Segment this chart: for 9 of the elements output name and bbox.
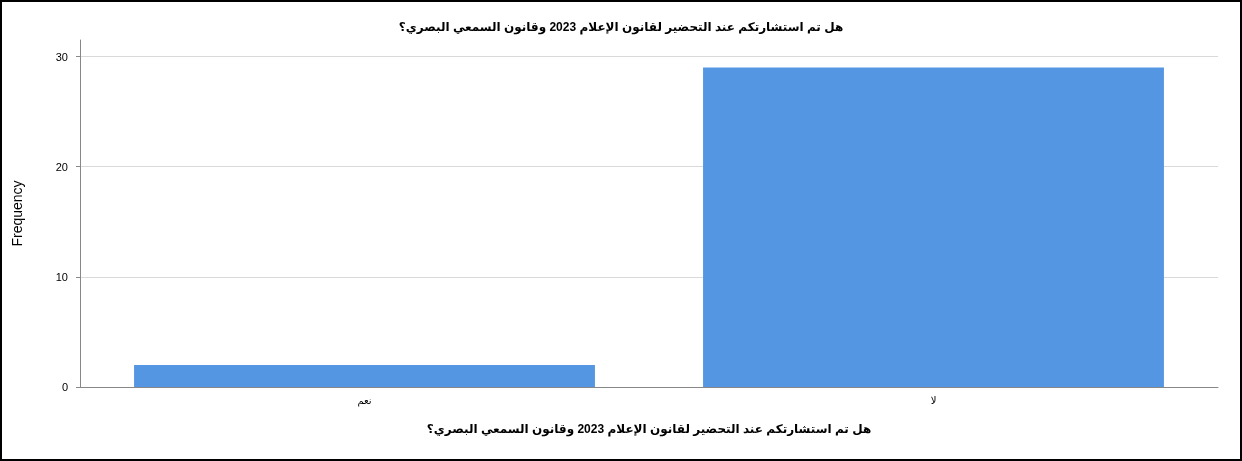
y-tick-label: 10 [55,270,68,283]
y-tick-label: 30 [55,50,68,63]
y-axis-title: Frequency [9,180,25,247]
chart-title: هل تم استشارتكم عند التحضير لقانون الإعلام 2023 وقانون السمعي البصري؟ [398,20,844,35]
y-tick-label: 0 [61,381,68,393]
x-tick-label: نعم [357,394,372,407]
x-axis-title: هل تم استشارتكم عند التحضير لقانون الإعلام 2023 وقانون السمعي البصري؟ [426,422,872,437]
y-tick-label: 20 [55,160,68,173]
x-tick-label: لا [930,394,937,406]
